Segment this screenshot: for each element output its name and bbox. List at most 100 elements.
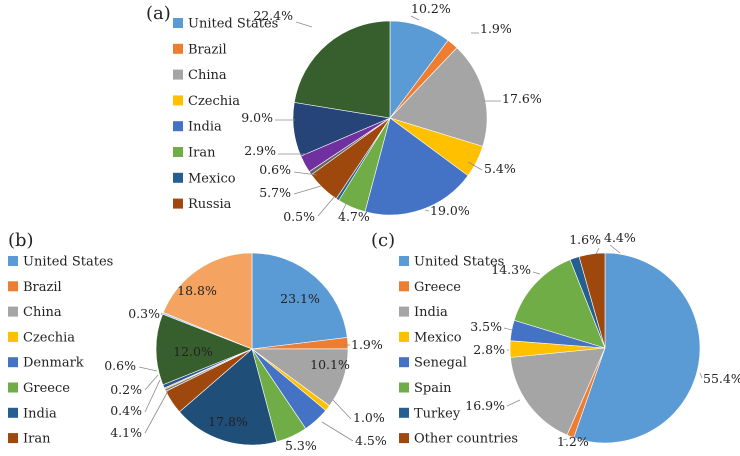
legend: United States Brazil China Czechia Denmark Gr… bbox=[8, 255, 113, 447]
legend-swatch bbox=[399, 331, 409, 342]
legend-entry: Czechia bbox=[23, 330, 75, 345]
legend-entry: Czechia bbox=[188, 94, 240, 109]
legend-swatch bbox=[399, 256, 409, 266]
leader-line bbox=[332, 399, 352, 420]
data-label: 17.8% bbox=[208, 414, 248, 429]
leader-line bbox=[144, 390, 169, 434]
data-label: 3.5% bbox=[470, 319, 502, 334]
leader-line bbox=[467, 161, 483, 171]
data-label: 5.7% bbox=[259, 185, 291, 200]
data-label: 22.4% bbox=[253, 8, 293, 23]
legend: United States Brazil China Czechia India Iran… bbox=[173, 17, 278, 212]
legend-swatch bbox=[8, 357, 18, 368]
data-label: 0.6% bbox=[104, 358, 136, 373]
legend-swatch bbox=[399, 306, 409, 317]
legend: United States Greece India Mexico Senegal Spa… bbox=[399, 255, 518, 447]
legend-entry: Turkey bbox=[414, 406, 461, 421]
legend-entry: Other countries bbox=[414, 432, 518, 447]
leader-line bbox=[293, 171, 318, 176]
legend-entry: India bbox=[188, 120, 222, 135]
legend-swatch bbox=[173, 172, 183, 183]
panel-label: (c) bbox=[371, 230, 395, 251]
legend-entry: Iran bbox=[188, 146, 216, 161]
data-label: 1.9% bbox=[480, 21, 512, 36]
data-label: 1.9% bbox=[351, 337, 383, 352]
legend-entry: Brazil bbox=[188, 42, 227, 57]
data-label: 0.4% bbox=[110, 403, 142, 418]
leader-line bbox=[317, 195, 336, 217]
data-label: 55.4% bbox=[703, 371, 740, 386]
data-label: 2.9% bbox=[244, 143, 276, 158]
data-label: 0.5% bbox=[283, 209, 315, 224]
legend-swatch bbox=[8, 382, 18, 393]
pie-chart-3: (c) 55.4% 1.2% 16.9% 2.8% 3.5% 14.3% 1.6% 4.4% Un… bbox=[371, 230, 740, 449]
legend-swatch bbox=[399, 357, 409, 368]
data-label: 19.0% bbox=[430, 203, 470, 218]
legend-swatch bbox=[173, 147, 183, 157]
leader-line bbox=[160, 312, 163, 316]
legend-entry: Senegal bbox=[414, 356, 467, 371]
legend-swatch bbox=[8, 331, 18, 342]
pie-slice bbox=[155, 313, 253, 386]
data-label: 5.3% bbox=[285, 438, 317, 453]
pie-slice bbox=[179, 348, 278, 446]
leader-line bbox=[286, 439, 289, 447]
leader-line bbox=[410, 15, 420, 21]
leader-line bbox=[503, 327, 513, 331]
leader-line bbox=[506, 399, 521, 407]
data-label: 10.2% bbox=[411, 1, 451, 16]
leader-line bbox=[562, 438, 568, 441]
pie-chart-2: (b) 23.1% 1.9%10.1% 1.0% 4.5% 5.3% 17.8% 4.1% 0.… bbox=[8, 230, 387, 453]
data-label: 12.0% bbox=[173, 344, 213, 359]
legend-entry: Greece bbox=[414, 280, 461, 295]
pie-slice bbox=[364, 117, 469, 216]
legend-swatch bbox=[8, 306, 18, 317]
data-label: 4.1% bbox=[110, 425, 142, 440]
leader-line bbox=[293, 185, 322, 195]
data-label: 1.2% bbox=[557, 434, 589, 449]
data-label: 16.9% bbox=[465, 398, 505, 413]
leader-line bbox=[321, 421, 354, 442]
legend-entry: India bbox=[23, 406, 57, 421]
leader-line bbox=[699, 372, 703, 379]
panel-label: (a) bbox=[146, 3, 171, 24]
legend-entry: India bbox=[414, 305, 448, 320]
legend-entry: Spain bbox=[414, 381, 452, 396]
leader-line bbox=[144, 379, 161, 413]
legend-swatch bbox=[173, 95, 183, 106]
legend-entry: Russia bbox=[188, 197, 232, 212]
legend-swatch bbox=[173, 121, 183, 132]
legend-swatch bbox=[173, 69, 183, 80]
legend-swatch bbox=[8, 407, 18, 418]
leader-line bbox=[424, 209, 430, 212]
legend-swatch bbox=[8, 433, 18, 444]
legend-swatch bbox=[399, 407, 409, 418]
legend-swatch bbox=[399, 281, 409, 292]
leader-line bbox=[295, 21, 313, 28]
panel-label: (b) bbox=[8, 230, 34, 251]
legend-swatch bbox=[399, 433, 409, 444]
data-label: 2.8% bbox=[473, 342, 505, 357]
leader-line bbox=[138, 366, 158, 372]
data-label: 14.3% bbox=[491, 262, 531, 277]
legend-entry: China bbox=[188, 68, 227, 83]
pie-slice bbox=[162, 252, 253, 350]
legend-entry: Mexico bbox=[414, 330, 462, 345]
legend-entry: Mexico bbox=[188, 171, 236, 186]
legend-swatch bbox=[173, 18, 183, 28]
legend-entry: United States bbox=[414, 255, 504, 270]
legend-entry: Brazil bbox=[23, 280, 62, 295]
pie-slice bbox=[251, 252, 348, 350]
data-label: 1.6% bbox=[569, 232, 601, 247]
legend-swatch bbox=[8, 281, 18, 292]
pie-slice bbox=[389, 47, 488, 147]
data-label: 0.6% bbox=[259, 162, 291, 177]
legend-entry: Iran bbox=[23, 432, 51, 447]
data-label: 5.4% bbox=[484, 161, 516, 176]
leader-line bbox=[595, 247, 600, 255]
data-label: 17.6% bbox=[502, 91, 542, 106]
leader-line bbox=[532, 271, 541, 275]
legend-swatch bbox=[173, 198, 183, 209]
data-label: 18.8% bbox=[177, 283, 217, 298]
